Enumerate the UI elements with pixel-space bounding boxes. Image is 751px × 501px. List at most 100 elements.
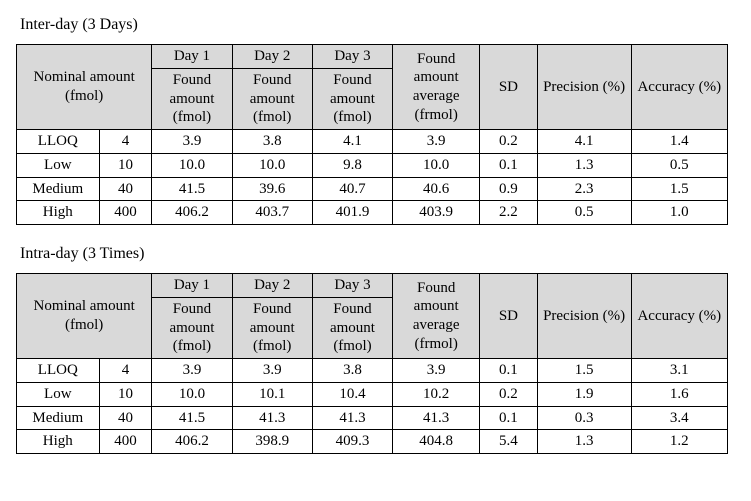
intra-day-table: Nominal amount (fmol) Day 1 Day 2 Day 3 … [16,273,728,454]
table-row: High 400 406.2 403.7 401.9 403.9 2.2 0.5… [17,201,728,225]
cell: 1.3 [537,430,631,454]
cell: 3.9 [152,130,232,154]
cell: 10.2 [393,382,480,406]
col-day3: Day 3 [312,274,392,298]
cell: 3.9 [393,359,480,383]
section-title: Intra-day (3 Times) [20,245,735,263]
cell: 4.1 [537,130,631,154]
col-found-d2: Found amount (fmol) [232,297,312,358]
col-found-avg: Found amount average (frmol) [393,45,480,130]
cell: 0.1 [480,153,537,177]
cell: 10.4 [312,382,392,406]
cell: 4.1 [312,130,392,154]
cell: 10.0 [232,153,312,177]
col-accuracy: Accuracy (%) [631,45,727,130]
row-label: LLOQ [17,130,100,154]
col-precision: Precision (%) [537,274,631,359]
cell: 10.0 [393,153,480,177]
cell: 4 [99,130,152,154]
cell: 1.3 [537,153,631,177]
cell: 10.0 [152,382,232,406]
cell: 2.3 [537,177,631,201]
cell: 9.8 [312,153,392,177]
cell: 3.4 [631,406,727,430]
table-row: Low 10 10.0 10.0 9.8 10.0 0.1 1.3 0.5 [17,153,728,177]
col-day1: Day 1 [152,45,232,69]
cell: 401.9 [312,201,392,225]
cell: 10 [99,153,152,177]
table-row: Medium 40 41.5 41.3 41.3 41.3 0.1 0.3 3.… [17,406,728,430]
col-found-avg: Found amount average (frmol) [393,274,480,359]
col-sd: SD [480,45,537,130]
cell: 3.9 [393,130,480,154]
col-found-d3: Found amount (fmol) [312,68,392,129]
cell: 0.5 [537,201,631,225]
cell: 400 [99,430,152,454]
col-day3: Day 3 [312,45,392,69]
cell: 2.2 [480,201,537,225]
cell: 41.3 [312,406,392,430]
cell: 1.0 [631,201,727,225]
cell: 1.2 [631,430,727,454]
cell: 10.1 [232,382,312,406]
cell: 40.7 [312,177,392,201]
cell: 400 [99,201,152,225]
cell: 5.4 [480,430,537,454]
col-nominal: Nominal amount (fmol) [17,274,152,359]
col-found-d1: Found amount (fmol) [152,297,232,358]
col-found-d2: Found amount (fmol) [232,68,312,129]
cell: 3.1 [631,359,727,383]
cell: 403.9 [393,201,480,225]
cell: 398.9 [232,430,312,454]
cell: 409.3 [312,430,392,454]
cell: 0.5 [631,153,727,177]
cell: 406.2 [152,201,232,225]
cell: 1.5 [537,359,631,383]
cell: 1.5 [631,177,727,201]
section-title: Inter-day (3 Days) [20,16,735,34]
cell: 0.2 [480,130,537,154]
table-row: LLOQ 4 3.9 3.8 4.1 3.9 0.2 4.1 1.4 [17,130,728,154]
cell: 0.2 [480,382,537,406]
cell: 3.8 [312,359,392,383]
col-day2: Day 2 [232,45,312,69]
col-sd: SD [480,274,537,359]
cell: 41.5 [152,177,232,201]
cell: 0.1 [480,406,537,430]
table-row: Low 10 10.0 10.1 10.4 10.2 0.2 1.9 1.6 [17,382,728,406]
cell: 1.4 [631,130,727,154]
cell: 40 [99,177,152,201]
cell: 4 [99,359,152,383]
cell: 0.9 [480,177,537,201]
col-day2: Day 2 [232,274,312,298]
col-day1: Day 1 [152,274,232,298]
col-precision: Precision (%) [537,45,631,130]
cell: 3.9 [232,359,312,383]
cell: 40 [99,406,152,430]
row-label: High [17,201,100,225]
cell: 1.6 [631,382,727,406]
row-label: Low [17,382,100,406]
cell: 41.5 [152,406,232,430]
cell: 403.7 [232,201,312,225]
table-row: LLOQ 4 3.9 3.9 3.8 3.9 0.1 1.5 3.1 [17,359,728,383]
table-row: Medium 40 41.5 39.6 40.7 40.6 0.9 2.3 1.… [17,177,728,201]
row-label: Low [17,153,100,177]
cell: 10.0 [152,153,232,177]
row-label: Medium [17,406,100,430]
cell: 3.8 [232,130,312,154]
cell: 10 [99,382,152,406]
cell: 0.3 [537,406,631,430]
row-label: High [17,430,100,454]
col-found-d1: Found amount (fmol) [152,68,232,129]
col-found-d3: Found amount (fmol) [312,297,392,358]
cell: 404.8 [393,430,480,454]
row-label: Medium [17,177,100,201]
cell: 41.3 [232,406,312,430]
col-accuracy: Accuracy (%) [631,274,727,359]
cell: 1.9 [537,382,631,406]
row-label: LLOQ [17,359,100,383]
cell: 0.1 [480,359,537,383]
inter-day-table: Nominal amount (fmol) Day 1 Day 2 Day 3 … [16,44,728,225]
cell: 3.9 [152,359,232,383]
